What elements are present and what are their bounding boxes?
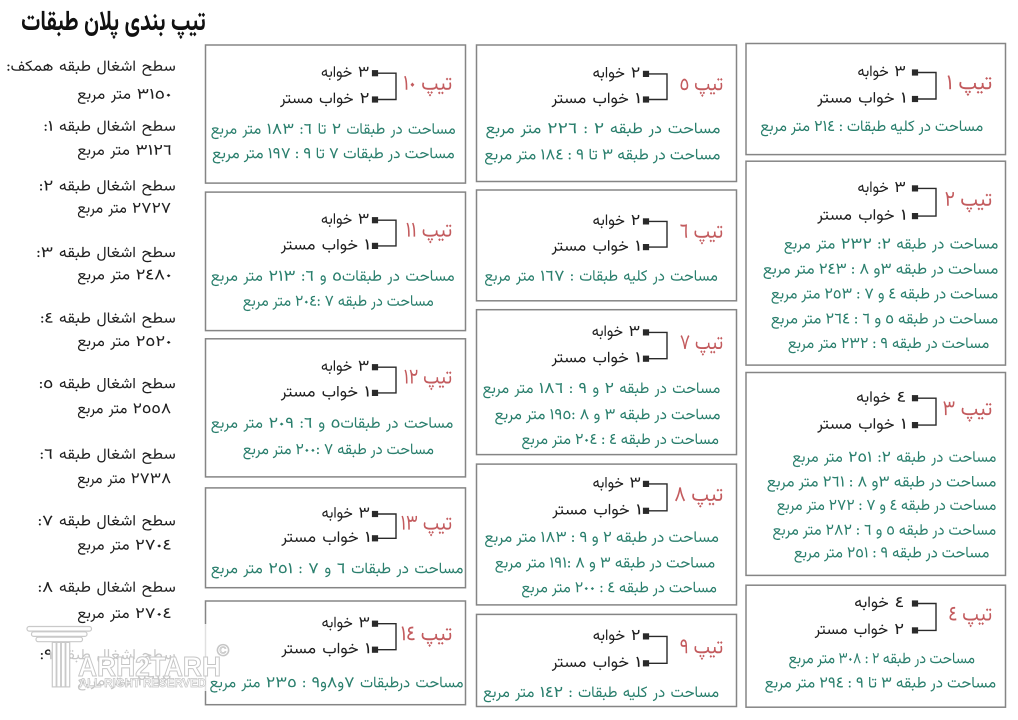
svg-text:ARH2TARH: ARH2TARH <box>78 651 221 682</box>
svg-text:ALL RIGHT RESERVED: ALL RIGHT RESERVED <box>79 678 206 690</box>
svg-text:©: © <box>217 641 230 660</box>
